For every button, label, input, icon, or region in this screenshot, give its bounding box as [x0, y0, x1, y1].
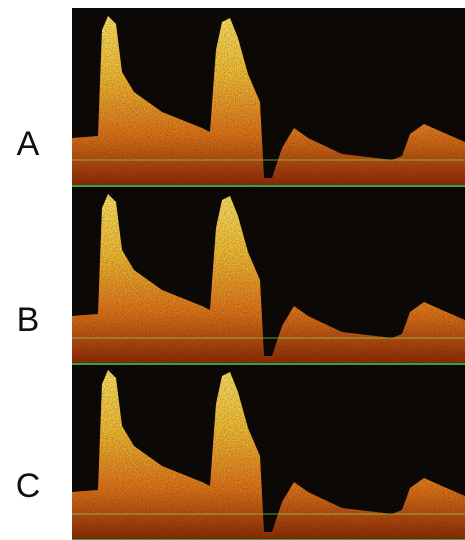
doppler-panel: [72, 370, 465, 540]
waveform-texture: [72, 194, 465, 364]
waveform-texture: [72, 370, 465, 540]
panel-label: A: [17, 125, 40, 163]
waveform-texture: [72, 16, 465, 186]
panel-label: C: [16, 467, 41, 505]
panels: [72, 16, 465, 540]
doppler-panel: [72, 16, 465, 187]
panel-label: B: [17, 301, 40, 339]
doppler-panel: [72, 194, 465, 365]
